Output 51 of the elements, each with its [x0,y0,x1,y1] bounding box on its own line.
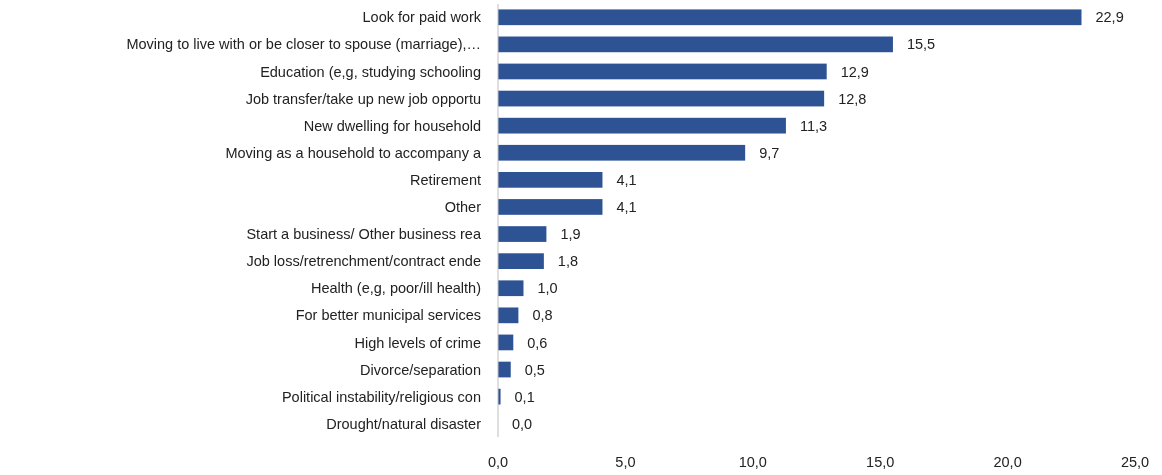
x-tick-label: 25,0 [1120,454,1150,470]
bar [498,63,827,80]
y-tick-label: Job loss/retrenchment/contract ende [246,253,481,270]
bar [498,226,547,242]
data-label: 0,8 [532,307,553,324]
y-tick-label: Political instability/religious con [281,388,481,405]
y-tick-label: For better municipal services [295,307,481,324]
y-tick-label: Job transfer/take up new job opportu [245,90,481,107]
x-tick-label: 20,0 [993,454,1022,470]
y-tick-label: Start a business/ Other business rea [246,226,482,243]
bar [498,307,519,324]
bar [498,253,544,269]
data-label: 15,5 [906,36,936,53]
x-tick-label: 10,0 [738,454,767,470]
y-tick-label: Moving to live with or be closer to spouse (marriage),… [126,36,481,53]
y-tick-label: Moving as a household to accompany a [225,144,482,161]
y-tick-label: Education (e,g, studying schooling [260,63,481,80]
y-tick-label: Health (e,g, poor/ill health) [310,280,481,297]
data-label: 4,1 [616,171,637,188]
bar [498,280,524,297]
y-tick-label: High levels of crime [354,334,481,351]
data-label: 0,0 [512,415,533,432]
bar [498,36,893,53]
bar [498,90,825,107]
y-tick-label: Divorce/separation [360,361,481,378]
bar [498,144,746,161]
data-label: 12,9 [840,63,869,80]
bar [498,172,603,188]
y-tick-label: Look for paid work [362,9,482,26]
bar [498,9,1082,26]
data-label: 0,6 [527,334,548,351]
data-label: 9,7 [759,144,780,161]
y-tick-label: Other [444,199,482,216]
y-tick-label: Retirement [410,171,481,188]
data-label: 1,8 [557,253,579,270]
data-label: 12,8 [838,90,867,107]
x-tick-label: 15,0 [866,454,895,470]
data-label: 0,1 [514,388,535,405]
data-label: 4,1 [616,199,637,216]
data-label: 0,5 [524,361,545,378]
bar [498,361,511,378]
data-label: 1,0 [537,280,558,297]
data-label: 22,9 [1095,9,1124,26]
x-tick-label: 5,0 [615,454,636,470]
data-label: 1,9 [560,226,581,243]
x-tick-label: 0,0 [487,454,509,470]
bar [498,117,786,134]
bar [498,199,603,215]
y-tick-label: New dwelling for household [303,117,481,134]
y-tick-label: Drought/natural disaster [326,415,482,432]
data-label: 11,3 [799,117,828,134]
